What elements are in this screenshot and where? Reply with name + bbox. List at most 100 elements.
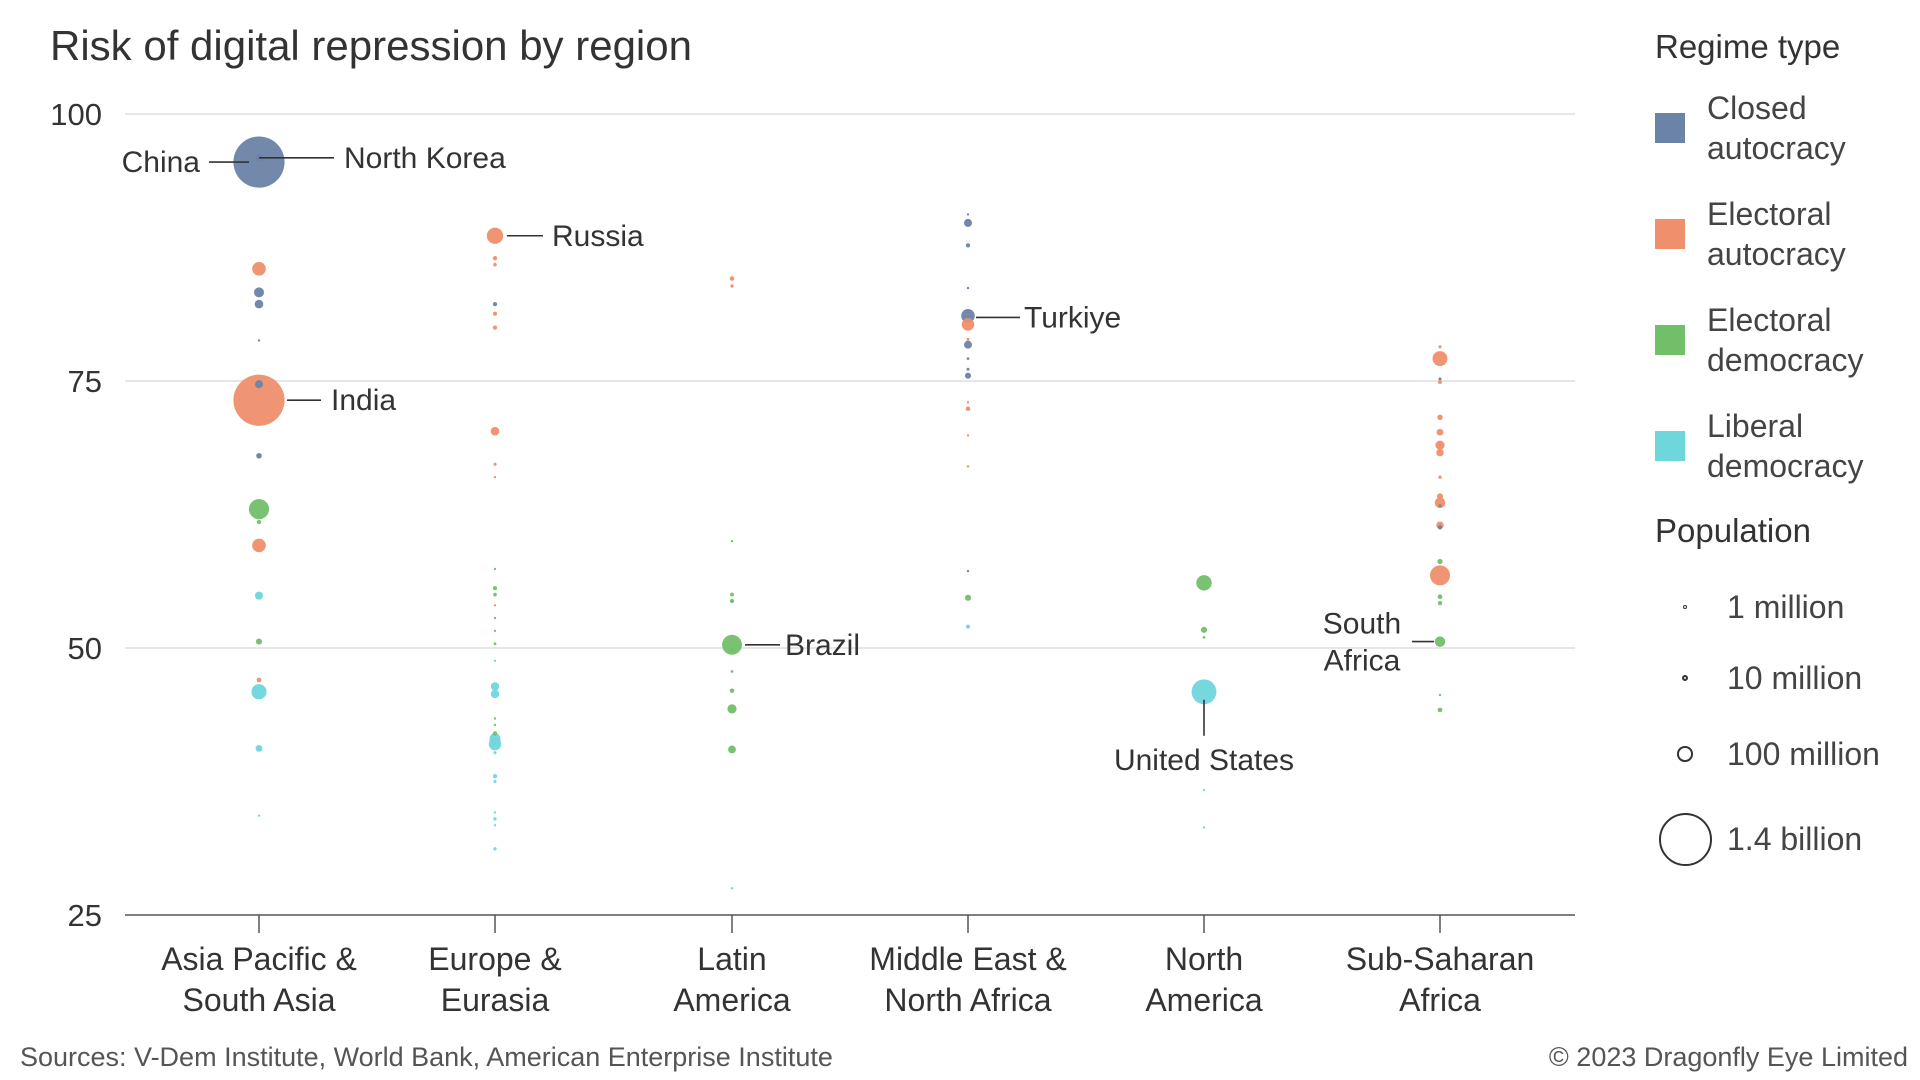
data-point — [966, 357, 970, 360]
y-tick-label: 75 — [68, 364, 102, 399]
annotation-label: North Korea — [344, 142, 506, 175]
legend: Regime type Closed autocracy Electoral au… — [1655, 28, 1915, 884]
population-legend: Population 1 million 10 million 100 millio… — [1655, 512, 1915, 884]
data-point — [492, 774, 498, 779]
data-point — [493, 475, 497, 479]
data-point — [252, 538, 266, 553]
data-point — [493, 811, 497, 814]
data-point — [1202, 788, 1206, 792]
data-point — [493, 817, 497, 821]
population-legend-item: 1.4 billion — [1655, 794, 1915, 884]
data-point — [1434, 497, 1446, 509]
annotations: China North Korea India Russia Brazil Turkiye… — [122, 142, 1434, 777]
data-point — [729, 598, 735, 604]
data-point — [730, 284, 734, 288]
copyright-note: © 2023 Dragonfly Eye Limited — [1548, 1042, 1908, 1072]
data-point — [1436, 493, 1444, 500]
data-point — [964, 594, 972, 601]
data-point — [965, 243, 971, 248]
population-legend-items: 1 million 10 million 100 million 1.4 billio… — [1655, 572, 1915, 884]
data-point — [492, 325, 498, 330]
data-point — [1191, 679, 1217, 705]
population-label: 1.4 billion — [1727, 820, 1863, 857]
population-label: 100 million — [1727, 735, 1880, 772]
data-point — [1435, 440, 1445, 450]
data-point — [1438, 504, 1442, 508]
legend-items: Closed autocracy Electoral autocracy Elect… — [1655, 88, 1915, 486]
data-point — [1436, 428, 1444, 436]
legend-item: Liberal democracy — [1655, 406, 1915, 486]
data-point — [255, 638, 263, 645]
annotation-label: China — [122, 146, 201, 179]
data-point — [1438, 693, 1442, 697]
source-note: Sources: V-Dem Institute, World Bank, Am… — [20, 1042, 833, 1072]
population-label: 1 million — [1727, 588, 1845, 625]
data-point — [493, 723, 497, 727]
data-point — [233, 136, 285, 188]
data-point — [1436, 448, 1444, 457]
chart-title: Risk of digital repression by region — [50, 22, 692, 69]
data-point — [964, 340, 972, 349]
population-legend-item: 1 million — [1655, 572, 1915, 642]
data-point — [256, 452, 262, 459]
annotation-label: South Africa — [1323, 608, 1401, 678]
data-point — [256, 519, 262, 525]
data-points — [233, 136, 1450, 890]
data-point — [966, 286, 970, 290]
data-point — [1437, 600, 1443, 606]
data-point — [492, 301, 498, 307]
data-point — [1202, 635, 1206, 639]
axes: 100 75 50 25 Asia Pacific & South Asia Europe … — [50, 97, 1575, 1018]
data-point — [730, 670, 734, 673]
x-tick-label: Latin America — [673, 941, 791, 1018]
data-point — [493, 629, 497, 633]
x-tick-label: Asia Pacific & South Asia — [161, 941, 357, 1018]
data-point — [252, 262, 266, 276]
x-tick-label: Europe & Eurasia — [428, 941, 561, 1018]
x-tick-label: Middle East & North Africa — [869, 941, 1066, 1018]
y-tick-label: 50 — [68, 631, 102, 666]
annotation-label: Turkiye — [1024, 301, 1121, 334]
data-point — [1438, 380, 1442, 384]
data-point — [492, 311, 498, 316]
data-point — [730, 648, 734, 652]
data-point — [493, 616, 497, 620]
data-point — [256, 677, 262, 683]
data-point — [1437, 558, 1443, 565]
data-point — [963, 218, 973, 227]
data-point — [493, 659, 497, 663]
y-tick-label: 25 — [68, 898, 102, 933]
data-point — [1437, 707, 1443, 713]
x-tick-label: North America — [1145, 941, 1263, 1018]
data-point — [493, 604, 497, 607]
legend-label: Closed autocracy — [1707, 90, 1846, 166]
legend-swatch — [1655, 325, 1685, 355]
annotation-label: Brazil — [785, 629, 860, 662]
data-point — [248, 499, 270, 520]
legend-label: Electoral democracy — [1707, 302, 1864, 378]
data-point — [490, 426, 500, 436]
population-circle — [1655, 812, 1715, 866]
data-point — [1432, 351, 1448, 367]
data-point — [1196, 575, 1212, 591]
data-point — [257, 339, 261, 342]
data-point — [493, 847, 497, 851]
legend-item: Electoral autocracy — [1655, 194, 1915, 274]
data-point — [727, 704, 737, 714]
annotation-label: Russia — [552, 220, 644, 253]
data-point — [233, 374, 285, 426]
data-point — [493, 262, 497, 267]
population-legend-item: 10 million — [1655, 642, 1915, 714]
data-point — [730, 540, 734, 543]
population-legend-item: 100 million — [1655, 714, 1915, 794]
annotation-label: United States — [1114, 744, 1294, 777]
population-circle — [1655, 746, 1715, 762]
data-point — [1438, 475, 1442, 479]
data-point — [1438, 345, 1442, 349]
data-point — [493, 717, 497, 720]
legend-item: Electoral democracy — [1655, 300, 1915, 380]
data-point — [722, 634, 742, 655]
x-tick-label: Sub-Saharan Africa — [1346, 941, 1535, 1018]
population-circle — [1655, 604, 1715, 610]
data-point — [251, 684, 267, 700]
